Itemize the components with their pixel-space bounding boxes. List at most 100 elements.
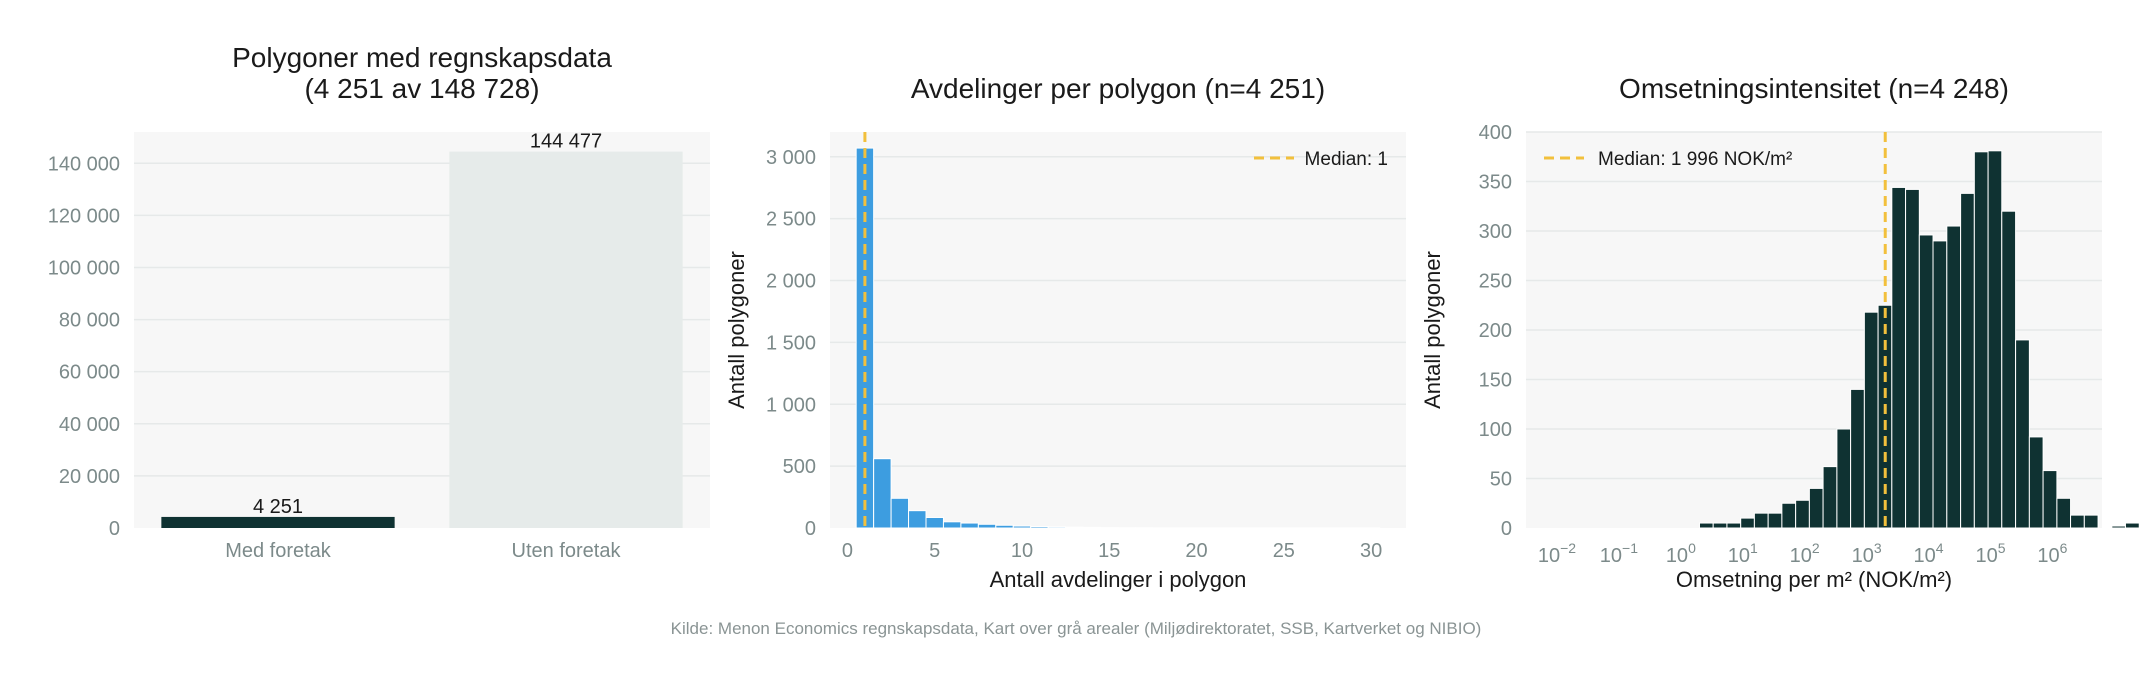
x-tick-label: 15 — [1098, 540, 1120, 562]
histogram-bar — [1823, 467, 1837, 528]
histogram-bar — [961, 523, 978, 528]
legend-label: Median: 1 — [1305, 149, 1388, 170]
y-tick-label: 20 000 — [59, 466, 120, 488]
histogram-bar — [2125, 523, 2139, 528]
source-note: Kilde: Menon Economics regnskapsdata, Ka… — [671, 619, 1482, 638]
histogram-bar — [1961, 193, 1975, 528]
histogram-bar — [909, 511, 926, 528]
y-tick-label: 40 000 — [59, 414, 120, 436]
x-axis-label: Antall avdelinger i polygon — [990, 567, 1247, 592]
histogram-bar — [1947, 226, 1961, 528]
x-tick-label: 0 — [842, 540, 853, 562]
histogram-bar — [1713, 523, 1727, 528]
x-tick-label: Uten foretak — [512, 540, 622, 562]
histogram-bar — [2002, 211, 2016, 528]
histogram-bar — [1699, 523, 1713, 528]
histogram-bar — [996, 525, 1013, 528]
y-axis-label: Antall polygoner — [724, 251, 749, 409]
chart-2: Avdelinger per polygon (n=4 251) 0 500 1 00… — [724, 73, 1406, 592]
y-tick-label: 0 — [109, 518, 120, 540]
y-tick-label: 100 000 — [48, 257, 120, 279]
chart-title-line: Omsetningsintensitet (n=4 248) — [1619, 73, 2009, 104]
y-tick-label: 3 000 — [766, 147, 816, 169]
x-tick-label: 25 — [1273, 540, 1295, 562]
histogram-bar — [874, 459, 891, 528]
y-tick-label: 2 500 — [766, 209, 816, 231]
histogram-bar — [2084, 515, 2098, 528]
histogram-bar — [1066, 527, 1083, 528]
histogram-bar — [1974, 152, 1988, 528]
y-tick-label: 1 500 — [766, 332, 816, 354]
histogram-bar — [1919, 235, 1933, 528]
bar — [161, 517, 394, 528]
x-tick-label: 100 — [1666, 540, 1696, 567]
chart-title-line: Avdelinger per polygon (n=4 251) — [911, 73, 1325, 104]
y-tick-label: 80 000 — [59, 310, 120, 332]
x-tick-label: 10 — [1011, 540, 1033, 562]
histogram-bar — [1013, 526, 1030, 528]
legend-label: Median: 1 996 NOK/m² — [1598, 149, 1792, 170]
histogram-bar — [2029, 437, 2043, 528]
y-tick-label: 400 — [1479, 122, 1512, 144]
x-tick-label: 102 — [1790, 540, 1820, 567]
plot-background — [830, 132, 1406, 528]
x-tick-label: Med foretak — [225, 540, 332, 562]
histogram-bar — [1782, 503, 1796, 528]
y-axis-label: Antall polygoner — [1420, 251, 1445, 409]
histogram-bar — [943, 522, 960, 528]
histogram-bar — [1754, 513, 1768, 528]
histogram-bar — [1727, 523, 1741, 528]
y-tick-label: 50 — [1490, 469, 1512, 491]
x-tick-label: 101 — [1728, 540, 1758, 567]
histogram-bar — [978, 524, 995, 528]
histogram-bar — [1851, 389, 1865, 528]
histogram-bar — [1933, 241, 1947, 528]
x-tick-label: 105 — [1975, 540, 2005, 567]
x-tick-label: 104 — [1914, 540, 1944, 567]
y-tick-label: 0 — [805, 518, 816, 540]
y-tick-label: 200 — [1479, 320, 1512, 342]
x-tick-label: 20 — [1185, 540, 1207, 562]
y-tick-label: 100 — [1479, 419, 1512, 441]
histogram-bar — [1878, 305, 1892, 528]
x-tick-label: 106 — [2037, 540, 2067, 567]
y-tick-label: 2 000 — [766, 271, 816, 293]
histogram-bar — [1796, 500, 1810, 528]
bar — [449, 152, 682, 528]
histogram-bar — [1048, 527, 1065, 528]
chart-1: Polygoner med regnskapsdata(4 251 av 148… — [48, 42, 710, 562]
y-tick-label: 300 — [1479, 221, 1512, 243]
histogram-bar — [1741, 518, 1755, 528]
histogram-bar — [1809, 488, 1823, 528]
histogram-bar — [926, 517, 943, 528]
x-tick-label: 5 — [929, 540, 940, 562]
histogram-bar — [2057, 498, 2071, 528]
x-axis-label: Omsetning per m² (NOK/m²) — [1676, 567, 1952, 592]
histogram-bar — [2016, 340, 2030, 528]
y-tick-label: 60 000 — [59, 362, 120, 384]
y-tick-label: 150 — [1479, 370, 1512, 392]
y-tick-label: 500 — [783, 456, 816, 478]
y-tick-label: 0 — [1501, 518, 1512, 540]
histogram-bar — [2043, 471, 2057, 528]
y-tick-label: 350 — [1479, 172, 1512, 194]
y-tick-label: 1 000 — [766, 394, 816, 416]
y-tick-label: 120 000 — [48, 205, 120, 227]
x-tick-label: 10−1 — [1600, 540, 1638, 567]
y-tick-label: 140 000 — [48, 153, 120, 175]
histogram-bar — [1837, 429, 1851, 528]
histogram-bar — [2112, 526, 2126, 528]
histogram-bar — [1892, 187, 1906, 528]
histogram-bar — [1906, 189, 1920, 528]
histogram-bar — [1083, 527, 1100, 528]
chart-title-line: (4 251 av 148 728) — [304, 73, 539, 104]
x-tick-label: 30 — [1360, 540, 1382, 562]
histogram-bar — [2071, 515, 2085, 528]
x-tick-label: 103 — [1852, 540, 1882, 567]
bar-value-label: 144 477 — [530, 131, 602, 153]
bar-value-label: 4 251 — [253, 496, 303, 518]
histogram-bar — [1988, 151, 2002, 528]
histogram-bar — [1031, 527, 1048, 528]
